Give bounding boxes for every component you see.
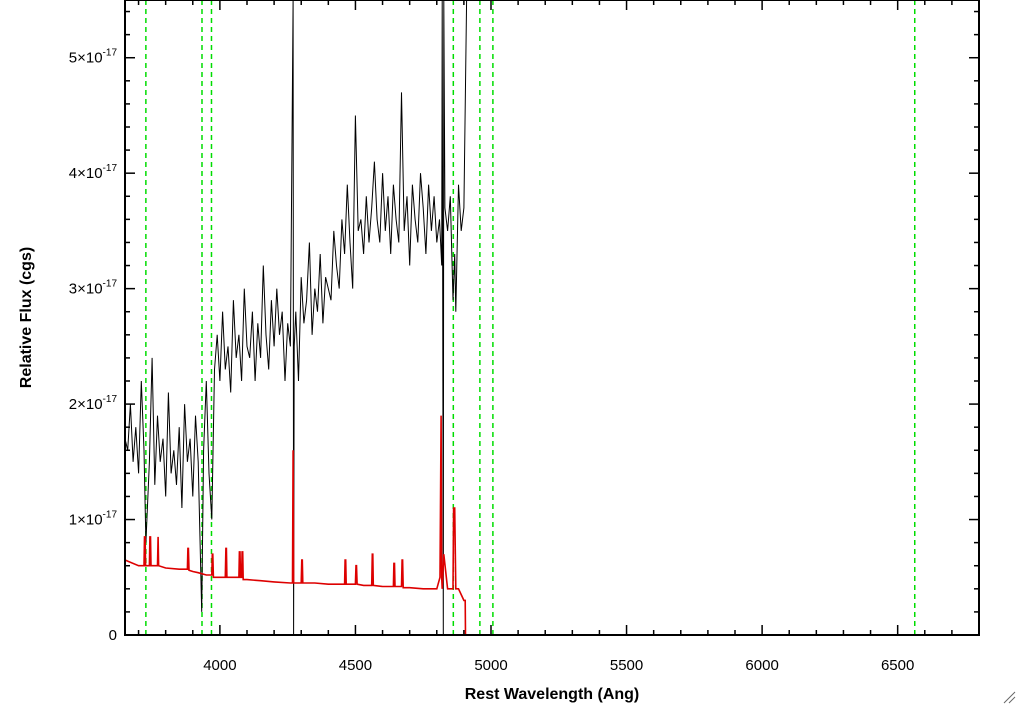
x-tick-label: 5500: [610, 657, 643, 674]
y-tick-label: 2×10-17: [69, 394, 118, 413]
x-tick-labels: 4000 4500 5000 5500 6000 6500: [203, 657, 914, 674]
y-tick-label: 0: [109, 627, 117, 644]
x-tick-label: 4000: [203, 657, 236, 674]
x-tick-label: 6500: [881, 657, 914, 674]
emission-line-markers: [145, 0, 916, 635]
resize-grip-icon[interactable]: [1002, 690, 1016, 704]
x-tick-label: 5000: [474, 657, 507, 674]
x-tick-label: 4500: [339, 657, 372, 674]
y-tick-label: 3×10-17: [69, 279, 118, 298]
model-spectrum-line: [124, 415, 979, 636]
y-tick-label: 4×10-17: [69, 163, 118, 182]
x-axis-title: Rest Wavelength (Ang): [465, 686, 640, 703]
y-tick-label: 1×10-17: [69, 510, 118, 529]
y-tick-label: 5×10-17: [69, 48, 118, 67]
x-tick-label: 6000: [745, 657, 778, 674]
observed-spectrum-line: [124, 0, 468, 636]
y-tick-labels: 0 1×10-17 2×10-17 3×10-17 4×10-17 5×10-17: [69, 48, 118, 644]
plot-frame: [124, 0, 980, 636]
series-layer: [124, 0, 979, 636]
y-axis-title: Relative Flux (cgs): [18, 247, 35, 388]
